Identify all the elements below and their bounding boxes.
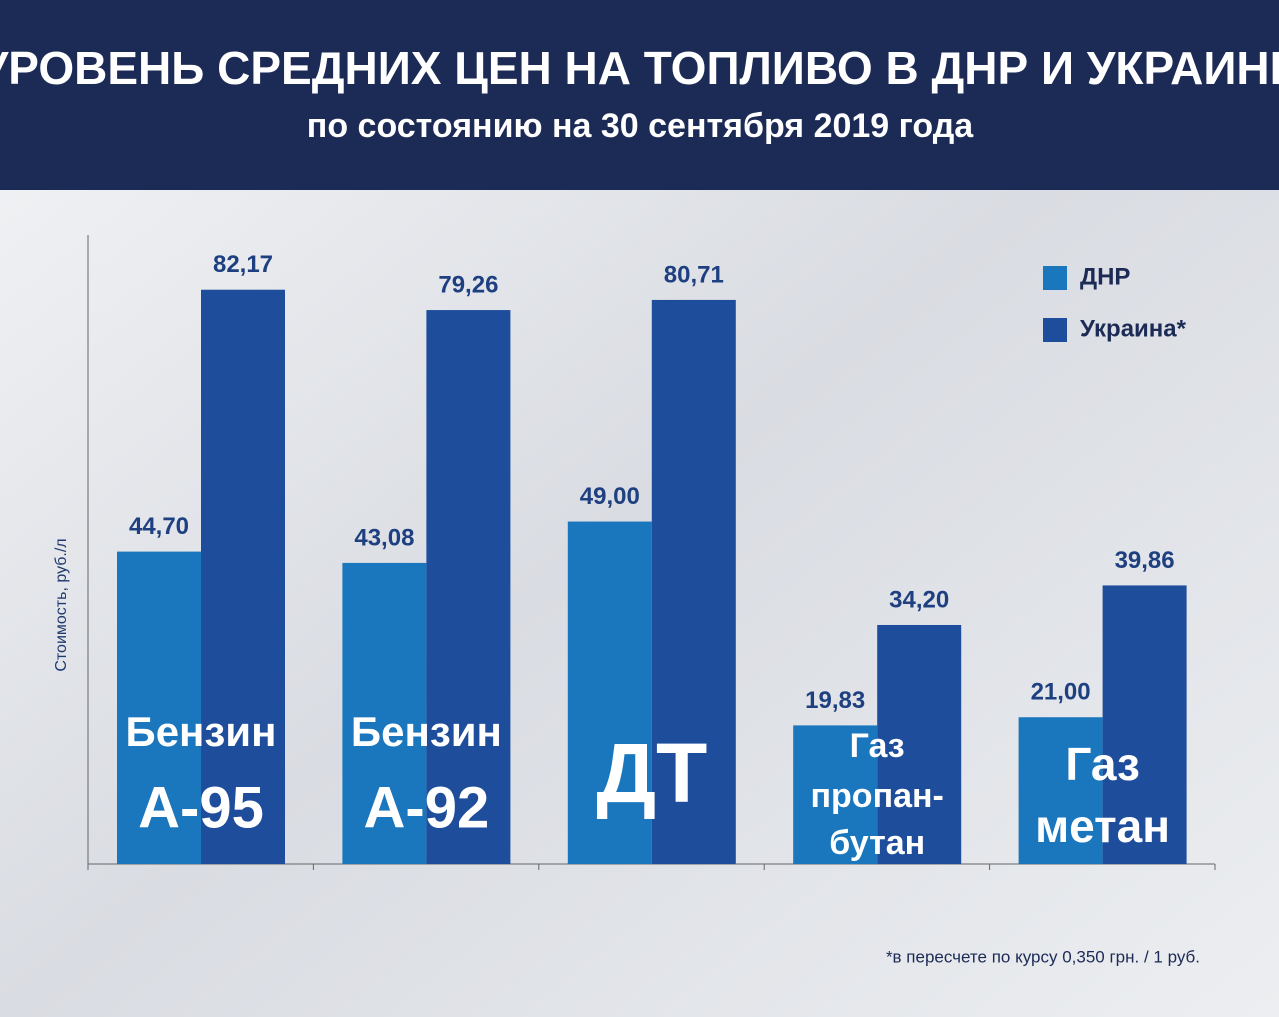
y-axis-label: Стоимость, руб./л bbox=[53, 538, 70, 671]
legend-swatch bbox=[1043, 318, 1067, 342]
value-label: 19,83 bbox=[805, 687, 865, 714]
category-label: бутан bbox=[829, 824, 925, 862]
bar bbox=[117, 551, 201, 864]
bar bbox=[426, 310, 511, 864]
bar bbox=[342, 562, 427, 864]
header bbox=[0, 0, 1279, 190]
value-label: 82,17 bbox=[213, 251, 273, 278]
category-label: Бензин bbox=[126, 708, 277, 755]
bar bbox=[201, 289, 285, 864]
chart-title: УРОВЕНЬ СРЕДНИХ ЦЕН НА ТОПЛИВО В ДНР И У… bbox=[0, 42, 1279, 94]
bar bbox=[651, 299, 736, 865]
value-label: 34,20 bbox=[889, 586, 949, 613]
legend-label: Украина* bbox=[1080, 315, 1187, 342]
category-label: Бензин bbox=[351, 708, 502, 755]
category-label: А-95 bbox=[138, 775, 264, 840]
bar bbox=[793, 725, 878, 864]
footnote: *в пересчете по курсу 0,350 грн. / 1 руб… bbox=[886, 947, 1200, 966]
value-label: 39,86 bbox=[1115, 547, 1175, 574]
category-label: пропан- bbox=[811, 777, 944, 815]
value-label: 49,00 bbox=[580, 483, 640, 510]
bar bbox=[877, 624, 962, 864]
value-label: 80,71 bbox=[664, 261, 724, 288]
bar bbox=[1018, 717, 1103, 864]
legend-label: ДНР bbox=[1080, 263, 1130, 290]
bar bbox=[1102, 585, 1187, 864]
value-label: 43,08 bbox=[354, 524, 414, 551]
category-label: метан bbox=[1035, 800, 1170, 852]
value-label: 21,00 bbox=[1031, 679, 1091, 706]
bar bbox=[567, 521, 652, 864]
value-label: 44,70 bbox=[129, 513, 189, 540]
category-label: А-92 bbox=[364, 775, 490, 840]
chart-subtitle: по состоянию на 30 сентября 2019 года bbox=[307, 107, 974, 145]
category-label: Газ bbox=[1065, 738, 1139, 790]
value-label: 79,26 bbox=[438, 271, 498, 298]
category-label: Газ bbox=[850, 727, 905, 765]
legend-swatch bbox=[1043, 266, 1067, 290]
category-label: ДТ bbox=[596, 726, 707, 820]
